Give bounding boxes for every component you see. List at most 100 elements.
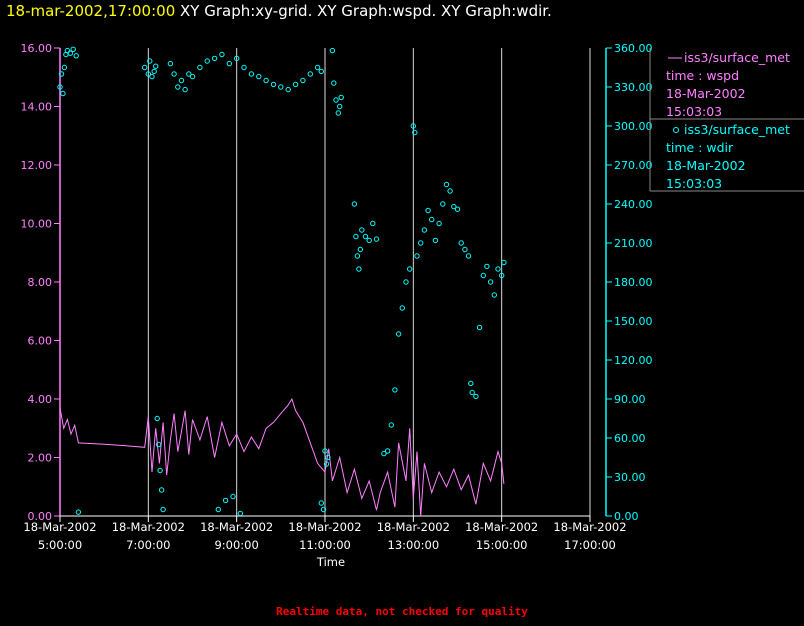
- wdir-point: [73, 53, 79, 59]
- right-tick-label: 180.00: [614, 276, 653, 289]
- wdir-point: [447, 188, 453, 194]
- left-tick-label: 4.00: [28, 393, 53, 406]
- x-axis-label: Time: [316, 555, 345, 569]
- wdir-point: [443, 181, 450, 188]
- wdir-point: [353, 233, 359, 240]
- right-tick-label: 300.00: [614, 120, 653, 133]
- wdir-point: [278, 84, 284, 90]
- x-tick-time: 9:00:00: [214, 538, 258, 552]
- right-tick-label: 150.00: [614, 315, 653, 328]
- header-graph-names: XY Graph:xy-grid. XY Graph:wspd. XY Grap…: [180, 2, 552, 20]
- x-tick-time: 5:00:00: [38, 538, 82, 552]
- legend-name: iss3/surface_met: [684, 122, 790, 137]
- right-tick-label: 240.00: [614, 198, 653, 211]
- right-tick-label: 210.00: [614, 237, 653, 250]
- wdir-point: [410, 123, 416, 129]
- wdir-point: [160, 506, 166, 513]
- x-tick-time: 17:00:00: [564, 538, 616, 552]
- wdir-point: [292, 81, 299, 88]
- wdir-point: [337, 103, 343, 110]
- wdir-point: [487, 279, 494, 285]
- wdir-point: [384, 448, 391, 454]
- x-tick-time: 15:00:00: [476, 538, 528, 552]
- left-tick-label: 6.00: [28, 335, 53, 348]
- wdir-point: [395, 331, 402, 337]
- legend-date: 18-Mar-2002: [666, 158, 746, 173]
- wdir-point: [145, 71, 152, 77]
- x-tick-date: 18-Mar-2002: [112, 520, 185, 534]
- x-tick-date: 18-Mar-2002: [553, 520, 626, 534]
- header-time: 18-mar-2002,17:00:00: [6, 2, 176, 20]
- wdir-point: [425, 207, 431, 214]
- wdir-point: [465, 253, 472, 259]
- legend-var: time : wdir: [666, 140, 734, 155]
- wdir-point: [226, 60, 233, 67]
- right-tick-label: 30.00: [614, 471, 646, 484]
- wdir-point: [67, 50, 74, 56]
- wdir-point: [351, 201, 358, 207]
- wdir-point: [322, 448, 328, 454]
- wdir-point: [370, 220, 376, 227]
- left-tick-label: 12.00: [21, 159, 53, 172]
- right-tick-label: 90.00: [614, 393, 646, 406]
- wdir-point: [175, 84, 181, 90]
- wdir-point: [263, 77, 269, 84]
- wdir-point: [480, 272, 486, 279]
- wdir-point: [70, 46, 76, 52]
- wdir-point: [484, 263, 490, 270]
- right-tick-label: 0.00: [614, 510, 639, 523]
- wdir-point: [186, 71, 192, 77]
- x-tick-date: 18-Mar-2002: [465, 520, 538, 534]
- wdir-point: [432, 237, 439, 244]
- wdir-point: [454, 206, 461, 212]
- wdir-point: [366, 237, 372, 244]
- wdir-point: [234, 55, 240, 62]
- wdir-point: [451, 203, 457, 210]
- x-tick-time: 7:00:00: [126, 538, 170, 552]
- wdir-point: [329, 47, 336, 54]
- wdir-point: [499, 272, 505, 279]
- wdir-point: [149, 73, 155, 80]
- wdir-point: [154, 415, 160, 422]
- legend-circle-marker: [673, 127, 679, 133]
- wdir-point: [335, 110, 341, 116]
- wdir-point: [501, 259, 507, 266]
- wspd-series-line: [59, 397, 505, 517]
- wdir-point: [270, 81, 277, 88]
- left-tick-label: 16.00: [21, 42, 53, 55]
- wdir-point: [256, 73, 262, 80]
- wdir-point: [230, 493, 236, 500]
- wdir-point: [412, 129, 418, 136]
- wdir-point: [219, 51, 225, 58]
- wdir-point: [182, 86, 188, 93]
- wdir-point: [171, 71, 177, 77]
- wdir-point: [373, 236, 380, 242]
- wdir-point: [147, 58, 153, 64]
- wdir-point: [381, 450, 387, 457]
- wdir-point: [323, 461, 330, 467]
- x-tick-date: 18-Mar-2002: [288, 520, 361, 534]
- wdir-point: [338, 94, 344, 101]
- wdir-point: [75, 509, 82, 515]
- wdir-point: [320, 506, 327, 513]
- wdir-point: [399, 305, 405, 311]
- wdir-point: [314, 64, 321, 71]
- right-tick-label: 120.00: [614, 354, 653, 367]
- x-tick-date: 18-Mar-2002: [200, 520, 273, 534]
- wdir-point: [285, 86, 291, 93]
- chart-header: 18-mar-2002,17:00:00 XY Graph:xy-grid. X…: [6, 2, 552, 20]
- wdir-point: [359, 227, 365, 233]
- wdir-point: [357, 246, 363, 253]
- left-tick-label: 2.00: [28, 452, 53, 465]
- wdir-point: [495, 266, 501, 272]
- wdir-point: [462, 246, 468, 253]
- left-tick-label: 0.00: [28, 510, 53, 523]
- wdir-point: [60, 90, 66, 97]
- wdir-point: [222, 497, 229, 504]
- wdir-point: [189, 73, 196, 80]
- wdir-point: [61, 64, 68, 71]
- wdir-point: [157, 467, 163, 474]
- wdir-point: [469, 389, 475, 396]
- wdir-point: [241, 64, 247, 71]
- wdir-point: [215, 506, 222, 513]
